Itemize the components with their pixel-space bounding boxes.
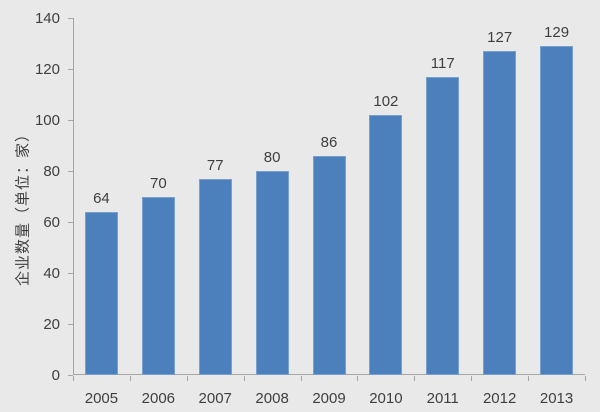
x-tick-mark [357,376,358,381]
bar-value-label: 70 [149,174,167,192]
y-tick-mark [68,18,73,19]
x-tick-label: 2007 [198,390,232,407]
bar-value-label: 129 [544,24,570,42]
bar [312,155,346,375]
x-tick-label: 2012 [482,390,517,407]
y-tick-mark [68,375,73,376]
y-tick-label: 0 [51,366,60,384]
x-tick-mark [73,376,74,381]
bar-value-label: 127 [487,29,513,47]
y-tick-label: 20 [43,315,60,333]
bar [540,46,574,375]
y-tick-mark [68,324,73,325]
x-tick-label: 2005 [84,390,119,407]
x-tick-mark [130,376,131,381]
x-tick-mark [414,376,415,381]
bar [483,51,517,375]
y-tick-mark [68,222,73,223]
x-tick-label: 2008 [255,390,289,407]
bar [369,114,403,375]
bar [84,211,118,375]
x-tick-mark [244,376,245,381]
y-tick-label: 140 [34,9,60,27]
y-tick-label: 60 [43,213,60,231]
y-tick-mark [68,120,73,121]
x-tick-mark [528,376,529,381]
bar [255,171,289,375]
y-axis-title: 企业数量（单位：家） [14,125,32,287]
x-tick-mark [471,376,472,381]
bar-value-label: 86 [320,133,338,151]
x-tick-label: 2006 [141,390,176,407]
x-tick-mark [585,376,586,381]
bar-value-label: 80 [263,149,281,166]
x-tick-label: 2013 [539,390,574,407]
bar [426,76,460,375]
bar [198,178,232,375]
bar-value-label: 64 [93,189,110,207]
y-tick-label: 100 [34,111,60,129]
y-tick-mark [68,273,73,274]
x-tick-label: 2010 [369,390,403,407]
bar-value-label: 102 [373,92,399,110]
bar [141,196,175,375]
bar-value-label: 117 [430,54,455,72]
x-tick-mark [187,376,188,381]
x-tick-mark [301,376,302,381]
y-tick-label: 40 [43,264,60,282]
y-tick-mark [68,171,73,172]
x-tick-label: 2009 [312,390,346,407]
x-tick-label: 2011 [426,390,459,407]
y-tick-label: 120 [34,60,60,78]
y-tick-label: 80 [43,162,60,180]
y-tick-mark [68,69,73,70]
bar-value-label: 77 [206,156,224,174]
